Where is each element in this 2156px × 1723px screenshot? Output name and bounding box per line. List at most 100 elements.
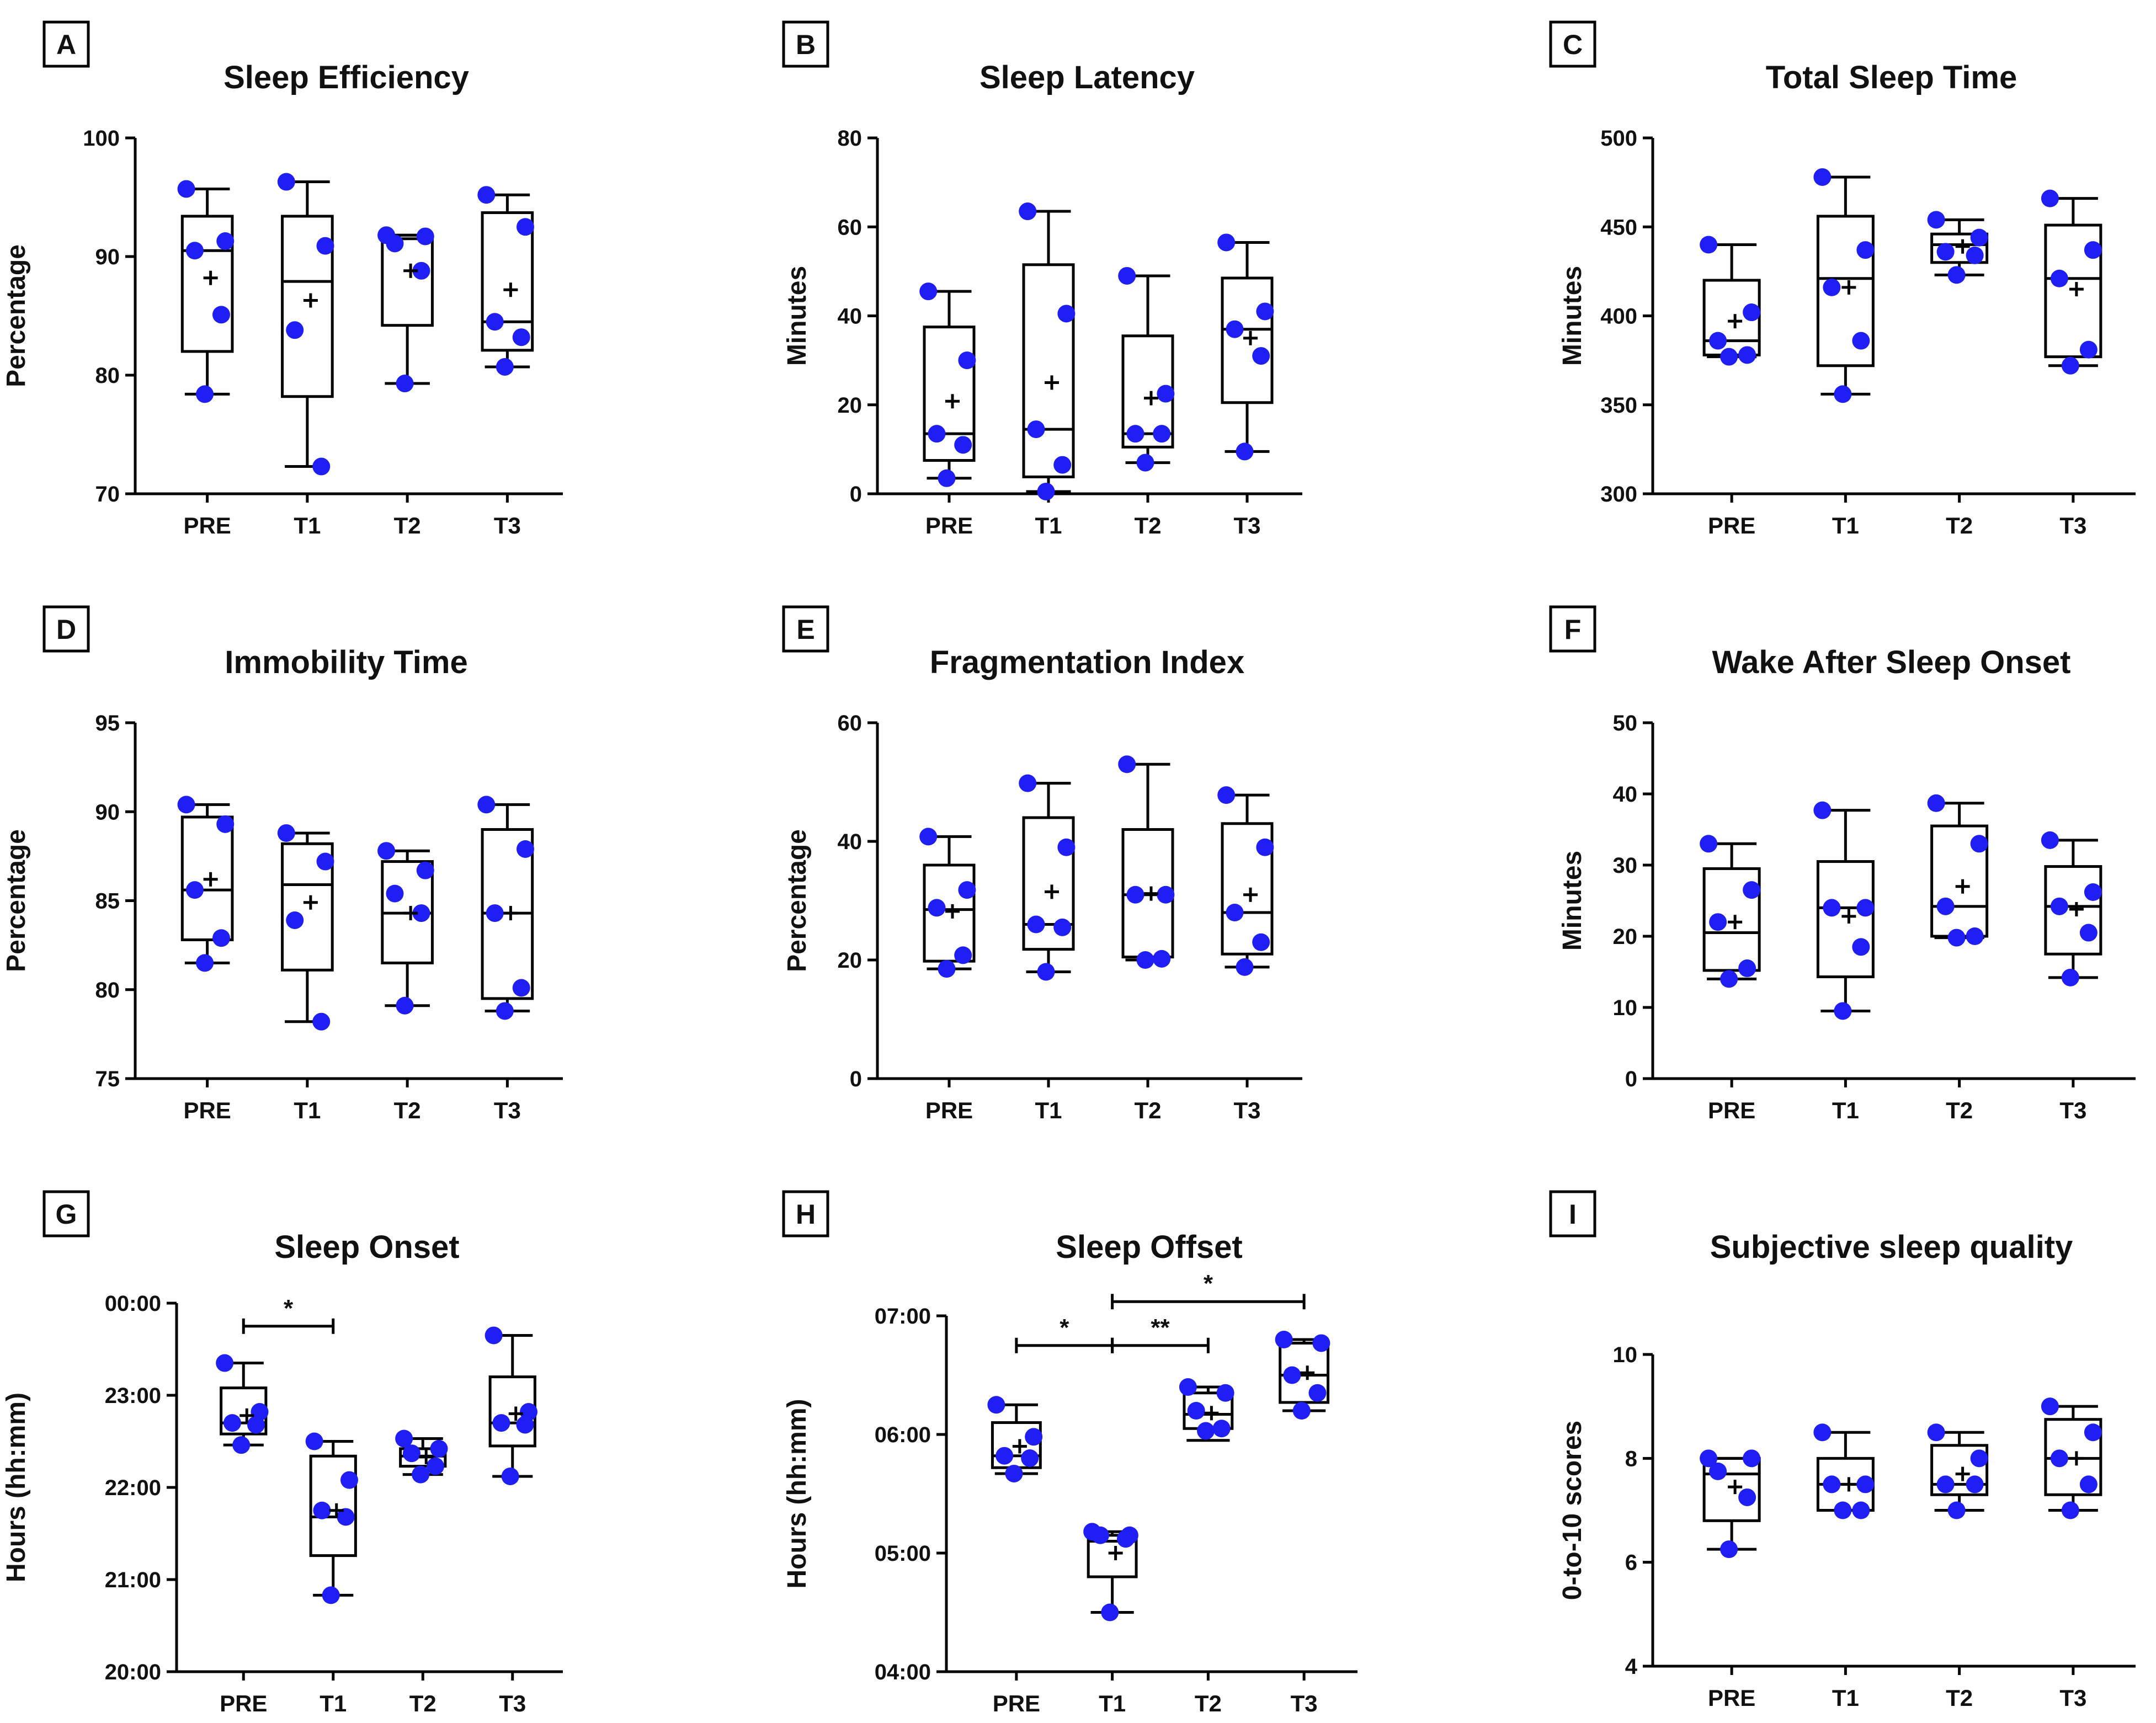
panel-letter: E	[796, 614, 815, 645]
data-point	[1813, 1423, 1832, 1442]
chart-title: Subjective sleep quality	[1710, 1229, 2073, 1265]
y-tick-label: 70	[95, 482, 120, 506]
x-tick-label: T1	[1832, 513, 1859, 538]
y-axis-label: Hours (hh:mm)	[782, 1399, 812, 1589]
data-point	[1179, 1378, 1197, 1396]
y-tick-label: 60	[838, 711, 863, 735]
data-point	[416, 861, 434, 879]
y-tick-label: 60	[838, 215, 863, 239]
box-t1	[1019, 202, 1076, 500]
box-t2	[377, 842, 434, 1015]
data-point	[1021, 1449, 1039, 1467]
data-point	[1834, 1501, 1852, 1519]
data-point	[185, 242, 204, 260]
data-point	[1252, 933, 1270, 951]
y-tick-label: 10	[1613, 1343, 1638, 1367]
y-tick-label: 40	[838, 830, 863, 854]
chart-title: Fragmentation Index	[930, 644, 1244, 680]
x-tick-label: T2	[1946, 1685, 1973, 1711]
box-t3	[2041, 189, 2102, 375]
data-point	[1936, 897, 1955, 915]
data-point	[2041, 189, 2059, 207]
y-tick-label: 90	[95, 800, 120, 824]
significance-label: **	[1151, 1314, 1170, 1341]
x-tick-label: T2	[1195, 1690, 1222, 1716]
y-tick-label: 450	[1600, 215, 1637, 239]
data-point	[1053, 918, 1072, 936]
data-point	[996, 1447, 1014, 1465]
data-point	[1057, 305, 1076, 323]
y-tick-label: 95	[95, 711, 120, 735]
data-point	[1118, 266, 1136, 285]
data-point	[322, 1586, 340, 1604]
data-point	[402, 1444, 420, 1463]
data-point	[954, 436, 972, 454]
x-tick-label: T2	[394, 513, 421, 538]
panel-f: F Wake After Sleep Onset Minutes 0 10 20 30 40 5…	[1549, 605, 2136, 1123]
data-point	[1187, 1402, 1205, 1420]
box-t3	[1217, 786, 1274, 976]
data-point	[1852, 938, 1870, 956]
data-point	[1025, 1428, 1043, 1446]
data-point	[313, 1501, 331, 1519]
data-point	[1947, 929, 1966, 947]
y-tick-label: 90	[95, 245, 120, 269]
data-point	[1927, 1423, 1945, 1442]
x-tick-label: T3	[2059, 513, 2086, 538]
y-tick-label: 40	[1613, 782, 1638, 807]
y-tick-label: 30	[1613, 854, 1638, 878]
data-point	[1197, 1422, 1215, 1440]
iqr-box	[309, 1454, 357, 1557]
panel-letter: F	[1564, 614, 1582, 645]
iqr-box	[1702, 867, 1761, 972]
chart-title: Sleep Efficiency	[223, 60, 469, 95]
box-t1	[277, 824, 334, 1031]
data-point	[492, 1414, 510, 1432]
iqr-box	[1087, 1534, 1138, 1578]
x-tick-label: T3	[1291, 1690, 1318, 1716]
significance-bracket: *	[242, 1295, 335, 1334]
data-point	[1813, 168, 1832, 186]
data-point	[196, 385, 214, 403]
panel-letter-box	[1549, 20, 1596, 68]
data-point	[223, 1414, 241, 1432]
data-point	[1236, 442, 1254, 461]
data-point	[2084, 883, 2102, 901]
chart-title: Wake After Sleep Onset	[1712, 644, 2070, 680]
box-t3	[1275, 1331, 1330, 1420]
data-point	[416, 227, 434, 246]
data-point	[1834, 385, 1852, 403]
y-tick-label: 21:00	[105, 1568, 161, 1592]
data-point	[1813, 801, 1832, 819]
data-point	[185, 881, 204, 899]
x-tick-label: T3	[2059, 1097, 2086, 1123]
box-t3	[2041, 831, 2102, 986]
data-point	[1709, 332, 1727, 350]
box-pre	[1700, 236, 1761, 366]
data-point	[396, 996, 414, 1015]
x-tick-label: T2	[1946, 1097, 1973, 1123]
data-point	[2079, 924, 2098, 942]
iqr-box	[1022, 816, 1075, 951]
data-point	[1738, 959, 1756, 978]
box-t1	[277, 173, 334, 476]
data-point	[1856, 1475, 1875, 1493]
data-point	[1743, 1449, 1761, 1468]
panel-letter-box	[42, 1190, 90, 1237]
y-tick-label: 0	[1625, 1067, 1637, 1091]
y-tick-label: 20:00	[105, 1660, 161, 1684]
y-tick-label: 300	[1600, 482, 1637, 506]
panel-letter: I	[1569, 1199, 1577, 1230]
significance-label: *	[284, 1295, 294, 1322]
data-point	[386, 234, 404, 253]
data-point	[2061, 1501, 2079, 1519]
y-axis-label: Minutes	[1558, 266, 1587, 366]
x-tick-label: T1	[294, 513, 321, 538]
y-tick-label: 00:00	[105, 1292, 161, 1316]
iqr-box	[923, 326, 976, 462]
box-t3	[477, 796, 534, 1020]
data-point	[2079, 1475, 2098, 1493]
box-t1	[1083, 1523, 1138, 1621]
data-point	[501, 1467, 519, 1485]
panel-letter-box	[1549, 605, 1596, 653]
